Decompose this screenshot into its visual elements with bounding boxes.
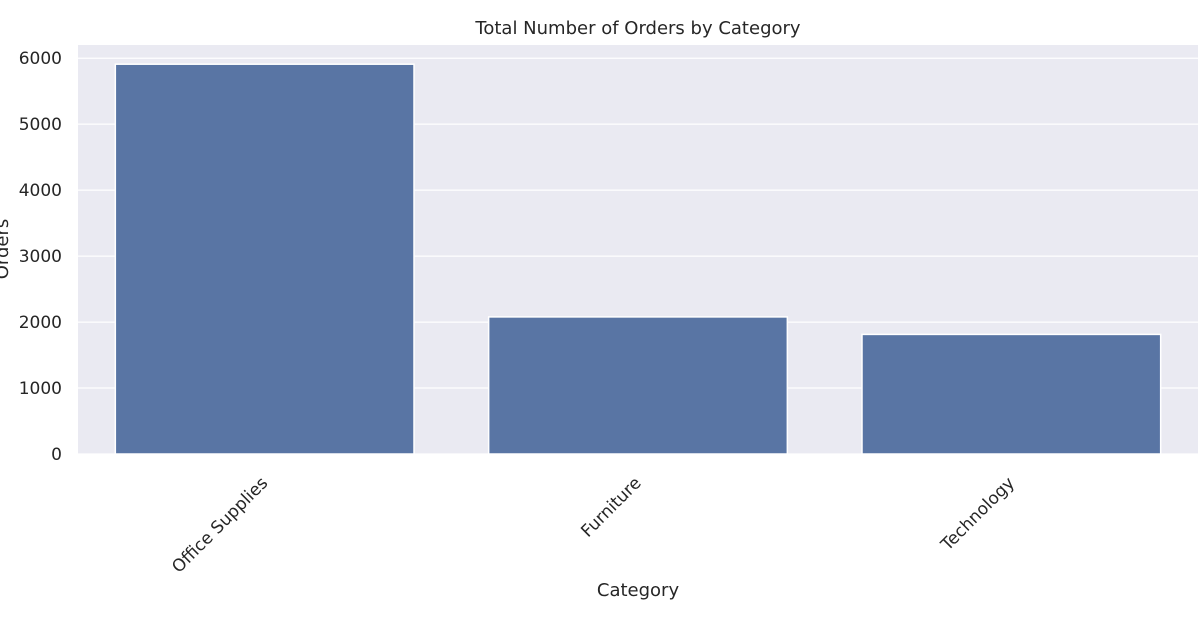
y-tick-label: 1000: [19, 379, 62, 399]
y-tick-labels: 0 1000 2000 3000 4000 5000 6000: [19, 49, 62, 465]
chart-title: Total Number of Orders by Category: [474, 18, 800, 39]
y-tick-label: 2000: [19, 313, 62, 333]
x-tick-label: Furniture: [577, 473, 645, 541]
x-axis-label: Category: [597, 580, 680, 601]
y-tick-label: 0: [51, 445, 62, 465]
y-axis-label: Orders: [0, 219, 13, 280]
bar-furniture: [487, 316, 789, 455]
bar-office-supplies: [114, 63, 415, 455]
x-tick-label: Technology: [937, 473, 1019, 555]
y-tick-label: 6000: [19, 49, 62, 69]
x-tick-label: Office Supplies: [168, 473, 272, 577]
y-tick-label: 5000: [19, 115, 62, 135]
bar-technology: [861, 333, 1162, 455]
y-tick-label: 3000: [19, 247, 62, 267]
y-tick-label: 4000: [19, 181, 62, 201]
x-tick-labels: Office Supplies Furniture Technology: [168, 473, 1019, 577]
bars: [114, 63, 1162, 455]
